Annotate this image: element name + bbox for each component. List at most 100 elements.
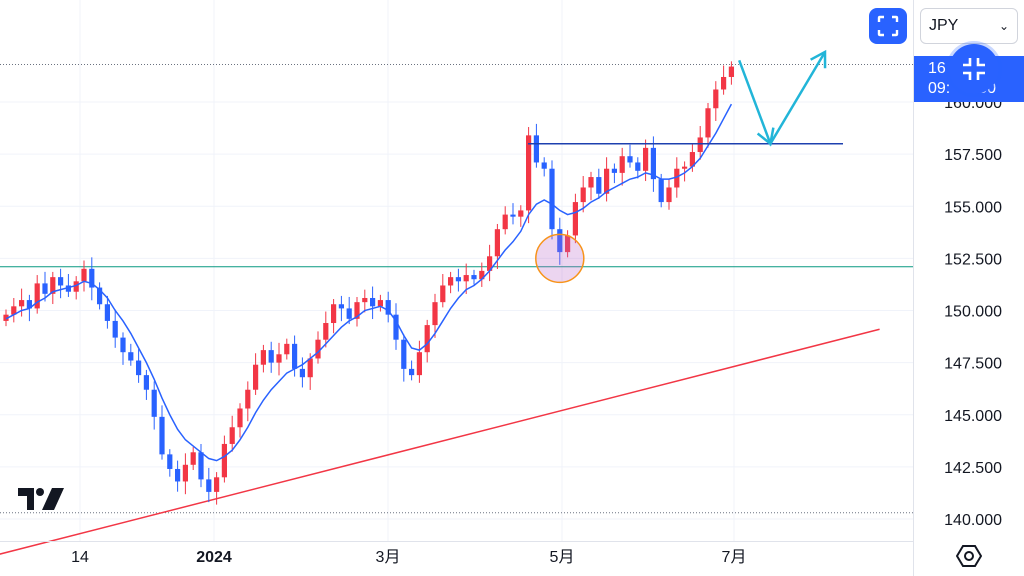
grid xyxy=(0,0,913,541)
candle-58 xyxy=(455,268,461,292)
candle-80 xyxy=(627,144,633,168)
candle-24 xyxy=(190,447,196,471)
candle-74 xyxy=(580,176,586,213)
candle-body-58 xyxy=(455,277,461,282)
candle-body-83 xyxy=(650,147,656,180)
candle-body-61 xyxy=(479,270,485,280)
time-tick-1: 2024 xyxy=(196,549,232,566)
candle-body-16 xyxy=(128,352,134,361)
candle-body-3 xyxy=(26,300,32,309)
candle-body-13 xyxy=(104,304,110,321)
candle-92 xyxy=(721,65,727,95)
candle-body-91 xyxy=(713,89,719,109)
candle-body-15 xyxy=(120,337,126,353)
candle-body-59 xyxy=(463,275,469,282)
candle-8 xyxy=(65,274,71,297)
candle-body-80 xyxy=(627,156,633,163)
candle-body-62 xyxy=(487,256,493,271)
candle-body-23 xyxy=(182,464,188,482)
candle-body-30 xyxy=(237,408,243,428)
settings-icon[interactable] xyxy=(956,544,982,568)
time-tick-3: 5月 xyxy=(550,549,575,566)
candle-body-63 xyxy=(494,229,500,257)
candle-body-17 xyxy=(136,360,142,376)
candle-body-31 xyxy=(245,389,251,409)
currency-select[interactable]: JPY ⌄ xyxy=(920,8,1018,44)
forecast-arrow xyxy=(738,51,827,147)
candle-body-37 xyxy=(292,343,298,369)
forecast-arrow-head-up xyxy=(810,49,827,69)
candle-55 xyxy=(432,293,438,338)
forecast-arrow-head-down xyxy=(756,127,775,146)
candle-47 xyxy=(370,286,376,320)
candle-body-87 xyxy=(682,166,688,169)
candle-10 xyxy=(81,260,87,292)
candle-body-25 xyxy=(198,452,204,480)
candle-body-39 xyxy=(307,358,313,378)
candle-6 xyxy=(50,271,56,305)
candle-body-49 xyxy=(385,300,391,315)
candle-11 xyxy=(89,257,95,301)
candle-49 xyxy=(385,291,391,323)
candle-43 xyxy=(338,295,344,322)
candle-body-55 xyxy=(432,302,438,326)
candle-body-82 xyxy=(643,147,649,171)
candle-body-19 xyxy=(151,389,157,417)
candle-78 xyxy=(611,163,617,184)
candle-33 xyxy=(260,344,266,373)
candle-44 xyxy=(346,296,352,325)
candle-body-1 xyxy=(11,306,17,315)
candle-body-14 xyxy=(112,320,118,338)
candle-body-11 xyxy=(89,268,95,288)
candle-87 xyxy=(682,161,688,182)
time-tick-0: 14 xyxy=(71,549,89,566)
candle-69 xyxy=(541,157,547,177)
candle-body-75 xyxy=(588,177,594,188)
candle-body-74 xyxy=(580,187,586,203)
candle-45 xyxy=(354,296,360,327)
candle-50 xyxy=(393,303,399,350)
candle-81 xyxy=(635,157,641,179)
candle-4 xyxy=(34,275,40,314)
candle-61 xyxy=(479,262,485,287)
candle-body-84 xyxy=(658,179,664,203)
candle-79 xyxy=(619,147,625,186)
candle-46 xyxy=(362,289,368,313)
candle-body-6 xyxy=(50,277,56,294)
candle-body-68 xyxy=(533,135,539,163)
price-label-line2: 09: xyxy=(928,80,951,97)
candle-body-56 xyxy=(440,285,446,303)
candle-1 xyxy=(11,297,17,323)
candle-body-52 xyxy=(409,368,415,376)
collapse-button[interactable] xyxy=(949,44,999,94)
candle-body-44 xyxy=(346,308,352,319)
candle-body-64 xyxy=(502,214,508,230)
candle-23 xyxy=(182,453,188,495)
candle-17 xyxy=(136,349,142,383)
candle-22 xyxy=(175,460,181,492)
price-tick-5: 152.500 xyxy=(944,251,1002,268)
candle-body-67 xyxy=(526,135,532,211)
candle-34 xyxy=(268,341,274,373)
candle-body-26 xyxy=(206,479,212,492)
candle-42 xyxy=(331,299,337,334)
candle-body-21 xyxy=(167,454,173,469)
candle-body-47 xyxy=(370,297,376,307)
candle-body-70 xyxy=(549,168,555,230)
candle-body-35 xyxy=(276,354,282,363)
candle-body-71 xyxy=(557,229,563,253)
candle-51 xyxy=(401,334,407,382)
candle-body-86 xyxy=(674,168,680,188)
candle-body-42 xyxy=(331,304,337,324)
candle-40 xyxy=(315,331,321,364)
candle-7 xyxy=(58,268,64,299)
moving-average-layer xyxy=(5,103,733,462)
candle-52 xyxy=(409,360,415,381)
fullscreen-button[interactable] xyxy=(869,8,907,44)
price-tick-4: 150.000 xyxy=(944,304,1002,321)
candle-38 xyxy=(299,357,305,388)
candle-65 xyxy=(510,203,516,225)
candle-body-92 xyxy=(721,76,727,90)
tradingview-logo[interactable] xyxy=(18,488,66,510)
